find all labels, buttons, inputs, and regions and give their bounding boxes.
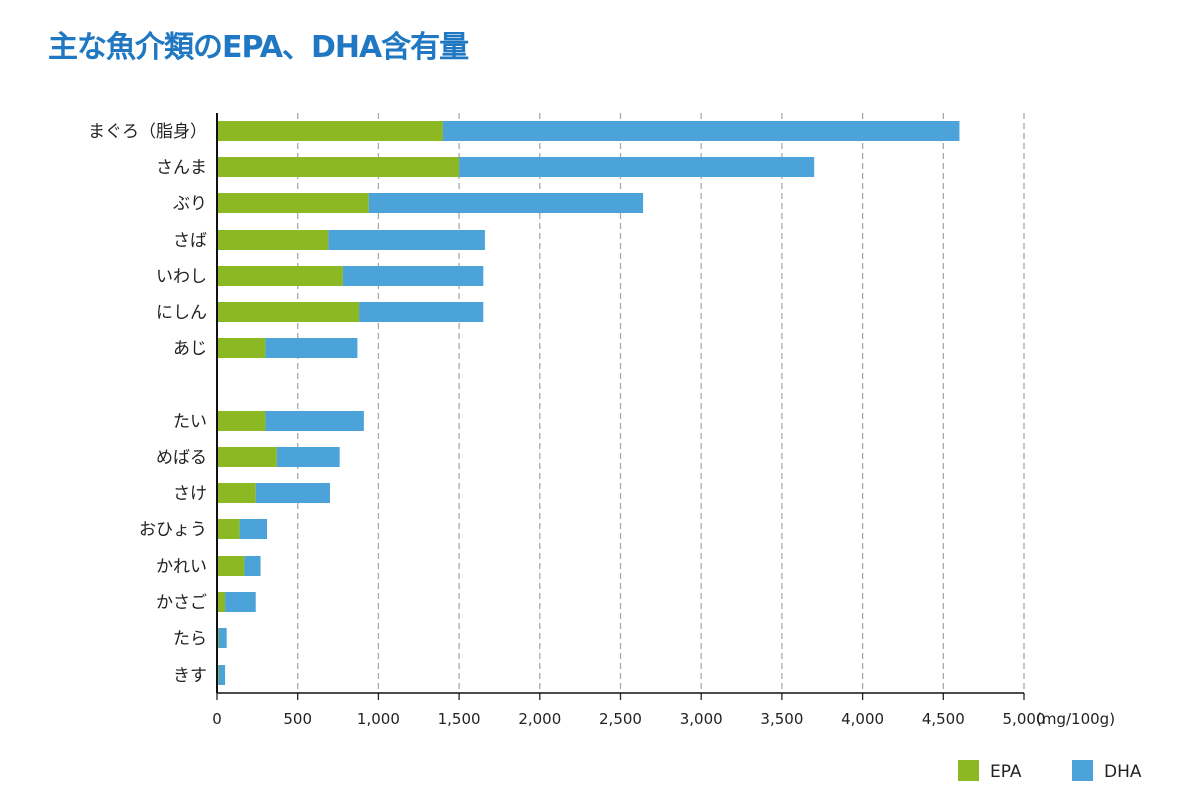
- bar-dha: [459, 157, 815, 177]
- bar-epa: [217, 230, 329, 250]
- x-tick-label: 1,000: [357, 710, 400, 728]
- category-label: おひょう: [139, 520, 207, 540]
- bar-epa: [217, 121, 443, 141]
- category-label: きす: [173, 666, 207, 686]
- bar-dha: [442, 121, 960, 141]
- bar-dha: [368, 193, 644, 213]
- bar-epa: [217, 302, 360, 322]
- bar-epa: [217, 483, 256, 503]
- x-tick-label: 4,500: [922, 710, 965, 728]
- legend-label-dha: DHA: [1104, 762, 1142, 782]
- x-tick-label: 2,000: [518, 710, 561, 728]
- bar-epa: [217, 556, 245, 576]
- category-label: さば: [173, 231, 207, 251]
- bar-epa: [217, 592, 226, 612]
- bar-dha: [276, 447, 340, 467]
- bar-dha: [244, 556, 261, 576]
- x-tick-label: 2,500: [599, 710, 642, 728]
- category-label: たら: [173, 629, 207, 649]
- bar-dha: [218, 628, 227, 648]
- category-label: にしん: [156, 303, 207, 323]
- category-label: いわし: [156, 267, 207, 287]
- bar-dha: [225, 592, 256, 612]
- legend-swatch-dha: [1072, 760, 1093, 781]
- x-tick-label: 3,500: [760, 710, 803, 728]
- category-label: めばる: [156, 448, 207, 468]
- legend-label-epa: EPA: [990, 762, 1022, 782]
- bar-epa: [217, 193, 369, 213]
- category-label: まぐろ（脂身）: [88, 122, 207, 142]
- x-tick-label: 1,500: [438, 710, 481, 728]
- x-tick-label: 500: [283, 710, 312, 728]
- legend-swatch-epa: [958, 760, 979, 781]
- chart-title: 主な魚介類のEPA、DHA含有量: [48, 30, 469, 65]
- category-label: さんま: [156, 158, 207, 178]
- category-label: かれい: [156, 557, 207, 577]
- bar-epa: [217, 447, 277, 467]
- category-label: たい: [173, 412, 207, 432]
- bar-epa: [217, 411, 266, 431]
- bar-epa: [217, 266, 343, 286]
- category-label: かさご: [156, 593, 207, 613]
- bar-epa: [217, 157, 460, 177]
- category-label: ぶり: [173, 194, 207, 214]
- category-label: さけ: [173, 484, 207, 504]
- bar-dha: [342, 266, 484, 286]
- bar-epa: [217, 338, 266, 358]
- x-tick-label: 3,000: [680, 710, 723, 728]
- bar-dha: [265, 338, 358, 358]
- x-tick-label: 5,000: [1003, 710, 1046, 728]
- bar-dha: [265, 411, 364, 431]
- bar-dha: [239, 519, 268, 539]
- bar-dha: [328, 230, 485, 250]
- bar-dha: [359, 302, 484, 322]
- bar-dha: [218, 665, 226, 685]
- x-tick-label: 0: [212, 710, 222, 728]
- bar-dha: [255, 483, 330, 503]
- x-unit-label: (mg/100g): [1036, 710, 1115, 728]
- category-label: あじ: [173, 339, 207, 359]
- x-tick-label: 4,000: [841, 710, 884, 728]
- bar-epa: [217, 519, 240, 539]
